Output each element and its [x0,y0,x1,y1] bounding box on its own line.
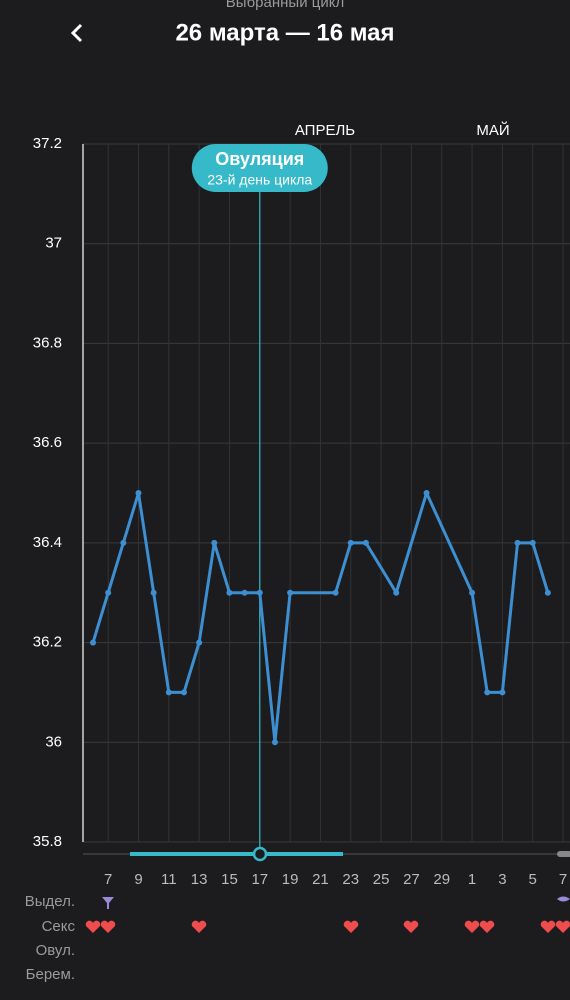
temperature-point [90,639,97,646]
discharge-icon [557,896,570,902]
temperature-point [105,589,112,596]
heart [555,920,570,933]
y-tick-label: 36.8 [33,334,62,351]
temperature-point [423,490,430,496]
x-tick-label: 15 [221,871,238,888]
temperature-point [529,539,536,546]
y-tick-label: 37.2 [33,135,62,152]
heart [464,920,480,933]
header-title: 26 марта — 16 мая [175,19,394,46]
row-label: Выдел. [25,893,75,910]
x-tick-label: 25 [373,871,390,888]
temperature-point [544,589,551,596]
x-tick-label: 7 [104,871,112,888]
back-button[interactable] [70,23,83,43]
header-subtitle: Выбранный цикл [226,0,344,11]
temperature-point [499,689,506,696]
temperature-point [180,689,187,696]
heart [85,920,101,933]
temperature-point [196,639,203,646]
x-tick-label: 3 [498,871,506,888]
x-tick-label: 13 [191,871,208,888]
row-label: Берем. [26,966,75,983]
heart [479,920,495,933]
temperature-point [347,539,354,546]
temperature-point [150,589,157,596]
x-tick-label: 23 [342,871,359,888]
x-tick-label: 1 [468,871,476,888]
temperature-point [241,589,248,596]
temperature-point [287,589,294,596]
temperature-point [469,589,476,596]
x-tick-label: 29 [433,871,450,888]
temperature-point [484,689,491,696]
temperature-point [165,689,172,696]
x-tick-label: 5 [529,871,537,888]
temperature-point [256,589,263,596]
temperature-point [514,539,521,546]
y-tick-label: 36.2 [33,634,62,651]
temperature-point [120,539,127,546]
heart [540,920,556,933]
temperature-point [271,739,278,746]
row-label: Секс [42,918,76,935]
y-tick-label: 37 [45,235,62,252]
ovulation-label: Овуляция [215,149,304,169]
heart [191,920,207,933]
y-tick-label: 36.4 [33,534,62,551]
month-label: МАЙ [476,121,509,139]
ovulation-badge [191,144,328,192]
scrub-handle[interactable] [252,846,268,862]
discharge-icon [102,897,114,909]
y-tick-label: 36.6 [33,434,62,451]
temperature-point [135,490,142,496]
y-tick-label: 35.8 [33,833,62,850]
x-tick-label: 9 [134,871,142,888]
ovulation-sublabel: 23-й день цикла [207,172,312,188]
x-tick-label: 27 [403,871,420,888]
x-tick-label: 7 [559,871,567,888]
row-label: Овул. [36,942,75,959]
heart [100,920,116,933]
temperature-point [226,589,233,596]
month-label: АПРЕЛЬ [295,122,355,139]
heart [343,920,359,933]
y-tick-label: 36 [45,733,62,750]
temperature-point [393,589,400,596]
heart [403,920,419,933]
x-tick-label: 21 [312,871,329,888]
x-tick-label: 17 [251,871,268,888]
sex-icons [85,920,570,933]
temperature-point [211,539,218,546]
temperature-point [332,589,339,596]
x-tick-label: 19 [282,871,299,888]
temperature-point [362,539,369,546]
scrub-end [557,851,570,857]
x-tick-label: 11 [161,871,177,888]
